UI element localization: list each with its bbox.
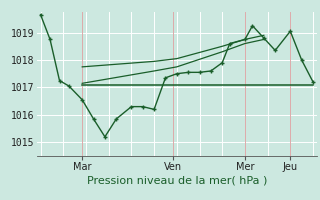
X-axis label: Pression niveau de la mer( hPa ): Pression niveau de la mer( hPa ) [87, 176, 267, 186]
